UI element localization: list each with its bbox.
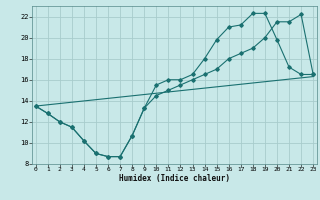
X-axis label: Humidex (Indice chaleur): Humidex (Indice chaleur) xyxy=(119,174,230,183)
